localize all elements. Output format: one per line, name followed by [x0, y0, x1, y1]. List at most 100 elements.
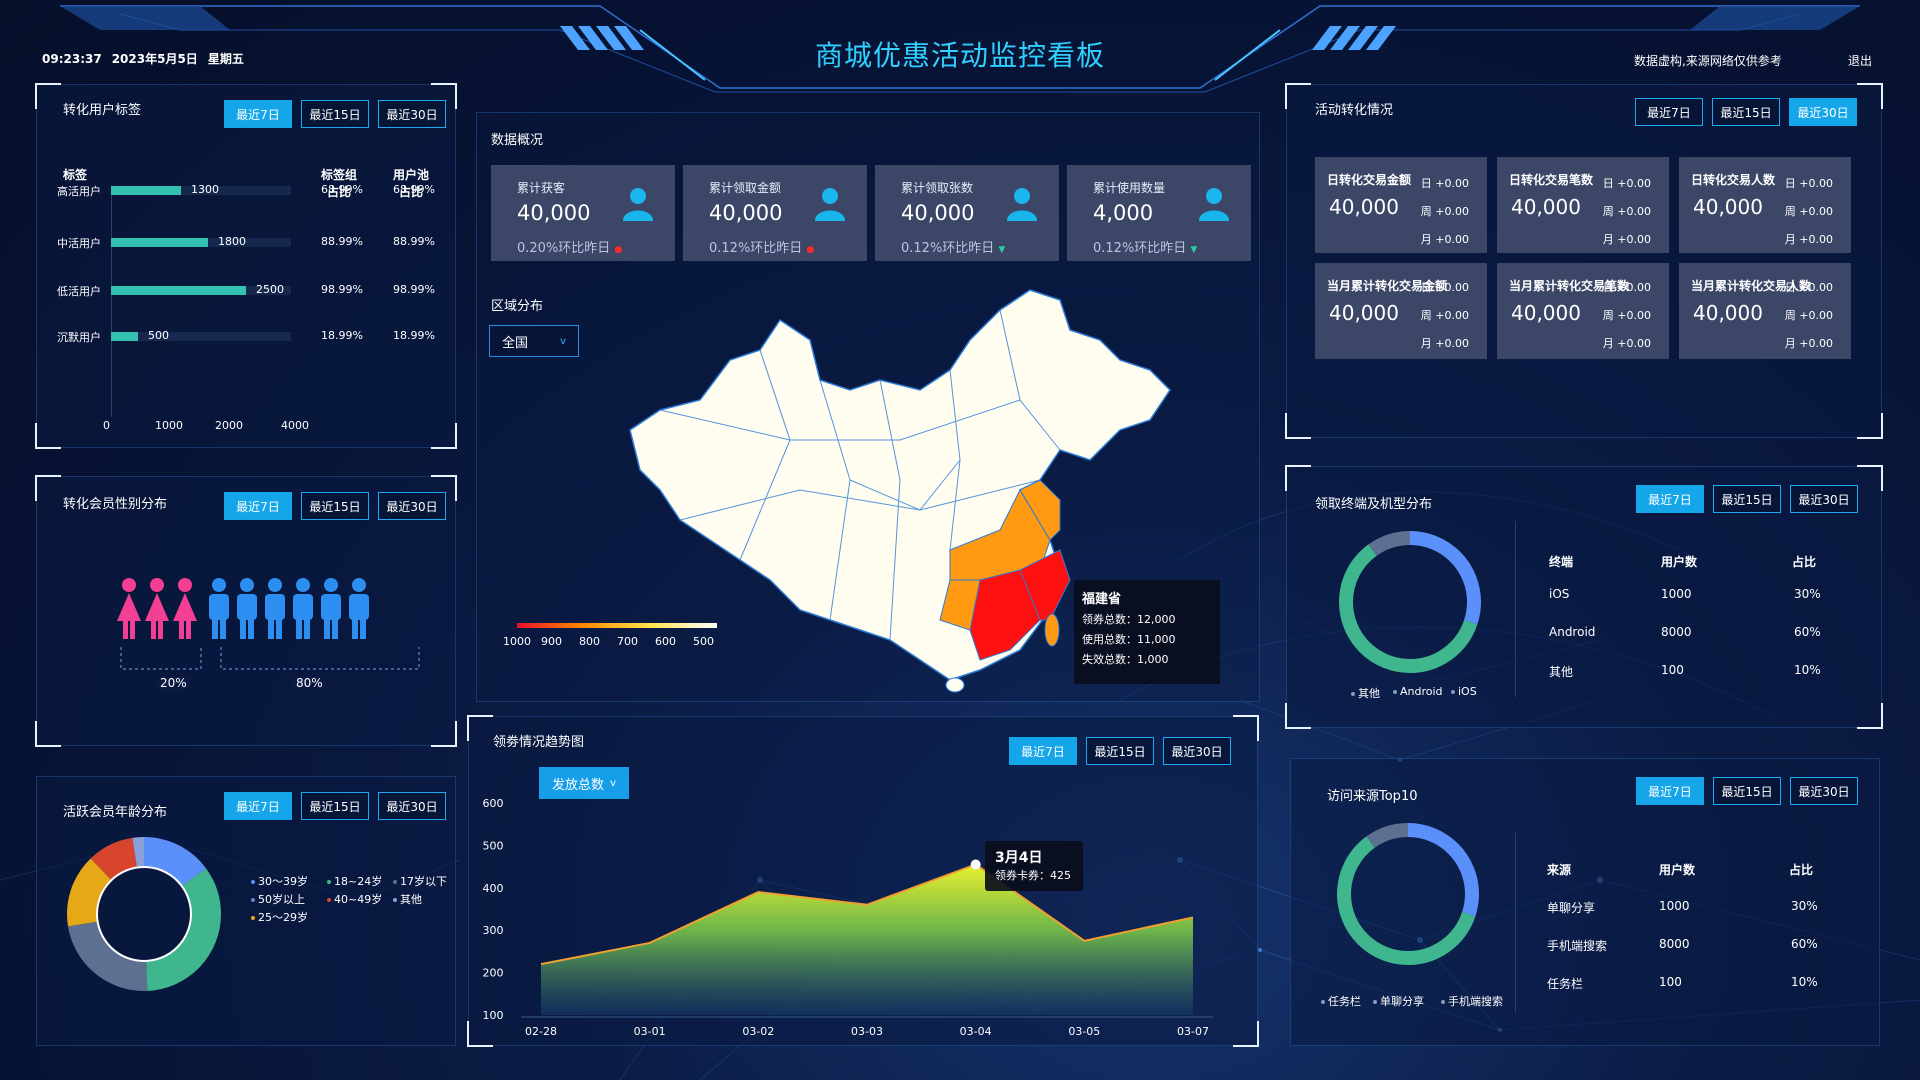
exit-button[interactable]: 退出: [1848, 54, 1873, 68]
axis-tick: 4000: [281, 419, 309, 432]
y-tick-label: 500: [483, 839, 504, 852]
stat-compare-text: 0.12%环比昨日: [1093, 241, 1187, 256]
range-30d-button[interactable]: 最近30日: [378, 100, 446, 128]
legend-item: 其他: [1351, 685, 1380, 701]
range-7d-button[interactable]: 最近7日: [1635, 98, 1703, 126]
tag-pool-share: 18.99%: [393, 329, 435, 342]
legend-dot: [1373, 1000, 1377, 1004]
col-terminal: 终端: [1549, 555, 1574, 569]
range-30d-button[interactable]: 最近30日: [378, 792, 446, 820]
range-15d-button[interactable]: 最近15日: [1086, 737, 1154, 765]
male-percent: 80%: [293, 676, 326, 690]
trend-chart: 02-28 03-01 03-02 03-03 03-04 03-05 03-07 600 50…: [483, 797, 1213, 1038]
tooltip-province: 福建省: [1082, 592, 1122, 607]
row-name: 手机端搜索: [1547, 939, 1608, 953]
col-users: 用户数: [1661, 555, 1698, 569]
axis-tick: 2000: [215, 419, 243, 432]
range-15d-button[interactable]: 最近15日: [1713, 485, 1781, 513]
range-30d-button[interactable]: 最近30日: [1789, 98, 1857, 126]
axis-tick: 1000: [155, 419, 183, 432]
tooltip-line: 领券总数：12,000: [1082, 613, 1176, 626]
delta-month: 月 +0.00: [1420, 337, 1469, 350]
male-icon: [209, 578, 369, 639]
range-30d-button[interactable]: 最近30日: [378, 492, 446, 520]
panel-title: 领取终端及机型分布: [1315, 497, 1433, 512]
tag-bar: [111, 332, 138, 341]
legend-label: 其他: [400, 893, 422, 906]
legend-label: 50岁以上: [258, 893, 305, 906]
panel-user-tags: 转化用户标签 最近7日 最近15日 最近30日 标签 标签组 占比 用户池 占比 高…: [35, 83, 457, 449]
delta-month: 月 +0.00: [1602, 337, 1651, 350]
row-share: 30%: [1794, 587, 1821, 601]
legend-dot: [251, 880, 255, 884]
legend-dot: [251, 898, 255, 902]
legend-label: iOS: [1458, 685, 1477, 698]
range-7d-button[interactable]: 最近7日: [1636, 777, 1704, 805]
legend-label: 18~24岁: [334, 875, 383, 888]
delta-day: 日 +0.00: [1420, 281, 1469, 294]
panel-title: 数据概况: [491, 133, 544, 148]
conversion-label: 当月累计转化交易金额: [1327, 279, 1448, 293]
conversion-value: 40,000: [1329, 301, 1399, 325]
range-30d-button[interactable]: 最近30日: [1790, 777, 1858, 805]
chevron-down-icon: v: [560, 335, 566, 347]
range-30d-button[interactable]: 最近30日: [1790, 485, 1858, 513]
range-7d-button[interactable]: 最近7日: [1009, 737, 1077, 765]
tag-value: 2500: [256, 283, 284, 296]
tag-value: 500: [148, 329, 169, 342]
legend-item: Android: [1393, 685, 1443, 698]
range-7d-button[interactable]: 最近7日: [224, 492, 292, 520]
stat-label: 累计领取张数: [901, 181, 974, 195]
tag-bar: [111, 286, 246, 295]
scale-label: 800: [579, 635, 600, 648]
metric-select[interactable]: 发放总数 v: [539, 767, 629, 799]
legend-item: 25～29岁: [251, 909, 308, 925]
region-title: 区域分布: [491, 299, 544, 314]
col-share: 占比: [1792, 555, 1817, 569]
row-share: 10%: [1791, 975, 1818, 989]
range-15d-button[interactable]: 最近15日: [1712, 98, 1780, 126]
legend-dot: [393, 898, 397, 902]
range-7d-button[interactable]: 最近7日: [1636, 485, 1704, 513]
delta-week: 周 +0.00: [1602, 309, 1651, 322]
stat-value: 40,000: [709, 201, 783, 225]
conversion-card: 当月累计转化交易人数 40,000 日 +0.00 周 +0.00 月 +0.00: [1679, 263, 1851, 359]
legend-item: 手机端搜索: [1441, 993, 1503, 1009]
x-tick-label: 03-05: [1068, 1025, 1100, 1038]
tag-label: 高活用户: [57, 185, 101, 198]
range-15d-button[interactable]: 最近15日: [1713, 777, 1781, 805]
legend-dot: [327, 898, 331, 902]
stat-label: 累计领取金额: [709, 181, 782, 195]
range-30d-button[interactable]: 最近30日: [1163, 737, 1231, 765]
range-15d-button[interactable]: 最近15日: [301, 492, 369, 520]
x-tick-label: 03-07: [1177, 1025, 1209, 1038]
trend-down-icon: ▼: [1190, 245, 1198, 255]
conversion-label: 当月累计转化交易笔数: [1509, 279, 1630, 293]
row-name: 任务栏: [1547, 977, 1584, 991]
highlight-point[interactable]: [970, 859, 981, 870]
user-icon: [623, 188, 653, 221]
conversion-card: 当月累计转化交易金额 40,000 日 +0.00 周 +0.00 月 +0.00: [1315, 263, 1487, 359]
x-tick-label: 03-03: [851, 1025, 883, 1038]
legend-item: 40~49岁: [327, 891, 382, 907]
range-15d-button[interactable]: 最近15日: [301, 792, 369, 820]
panel-trend: 领劵情况趋势图 最近7日 最近15日 最近30日 发放总数 v 02-28 03-…: [467, 715, 1259, 1047]
stat-compare-text: 0.12%环比昨日: [901, 241, 995, 256]
stat-label: 累计获客: [517, 181, 566, 195]
scale-label: 1000: [503, 635, 531, 648]
legend-label: 40~49岁: [334, 893, 383, 906]
range-7d-button[interactable]: 最近7日: [224, 792, 292, 820]
map-tooltip: 福建省 领券总数：12,000 使用总数：11,000 失效总数：1,000: [1074, 580, 1220, 684]
row-users: 1000: [1659, 899, 1690, 913]
range-7d-button[interactable]: 最近7日: [224, 100, 292, 128]
x-tick-label: 03-01: [634, 1025, 666, 1038]
tag-group-share: 18.99%: [321, 329, 363, 342]
panel-title: 领劵情况趋势图: [493, 735, 585, 750]
tag-value: 1300: [191, 183, 219, 196]
region-select[interactable]: 全国 v: [489, 325, 579, 357]
china-map: [629, 289, 1171, 693]
stat-value: 40,000: [517, 201, 591, 225]
range-15d-button[interactable]: 最近15日: [301, 100, 369, 128]
conversion-card: 日转化交易笔数 40,000 日 +0.00 周 +0.00 月 +0.00: [1497, 157, 1669, 253]
conversion-value: 40,000: [1329, 195, 1399, 219]
